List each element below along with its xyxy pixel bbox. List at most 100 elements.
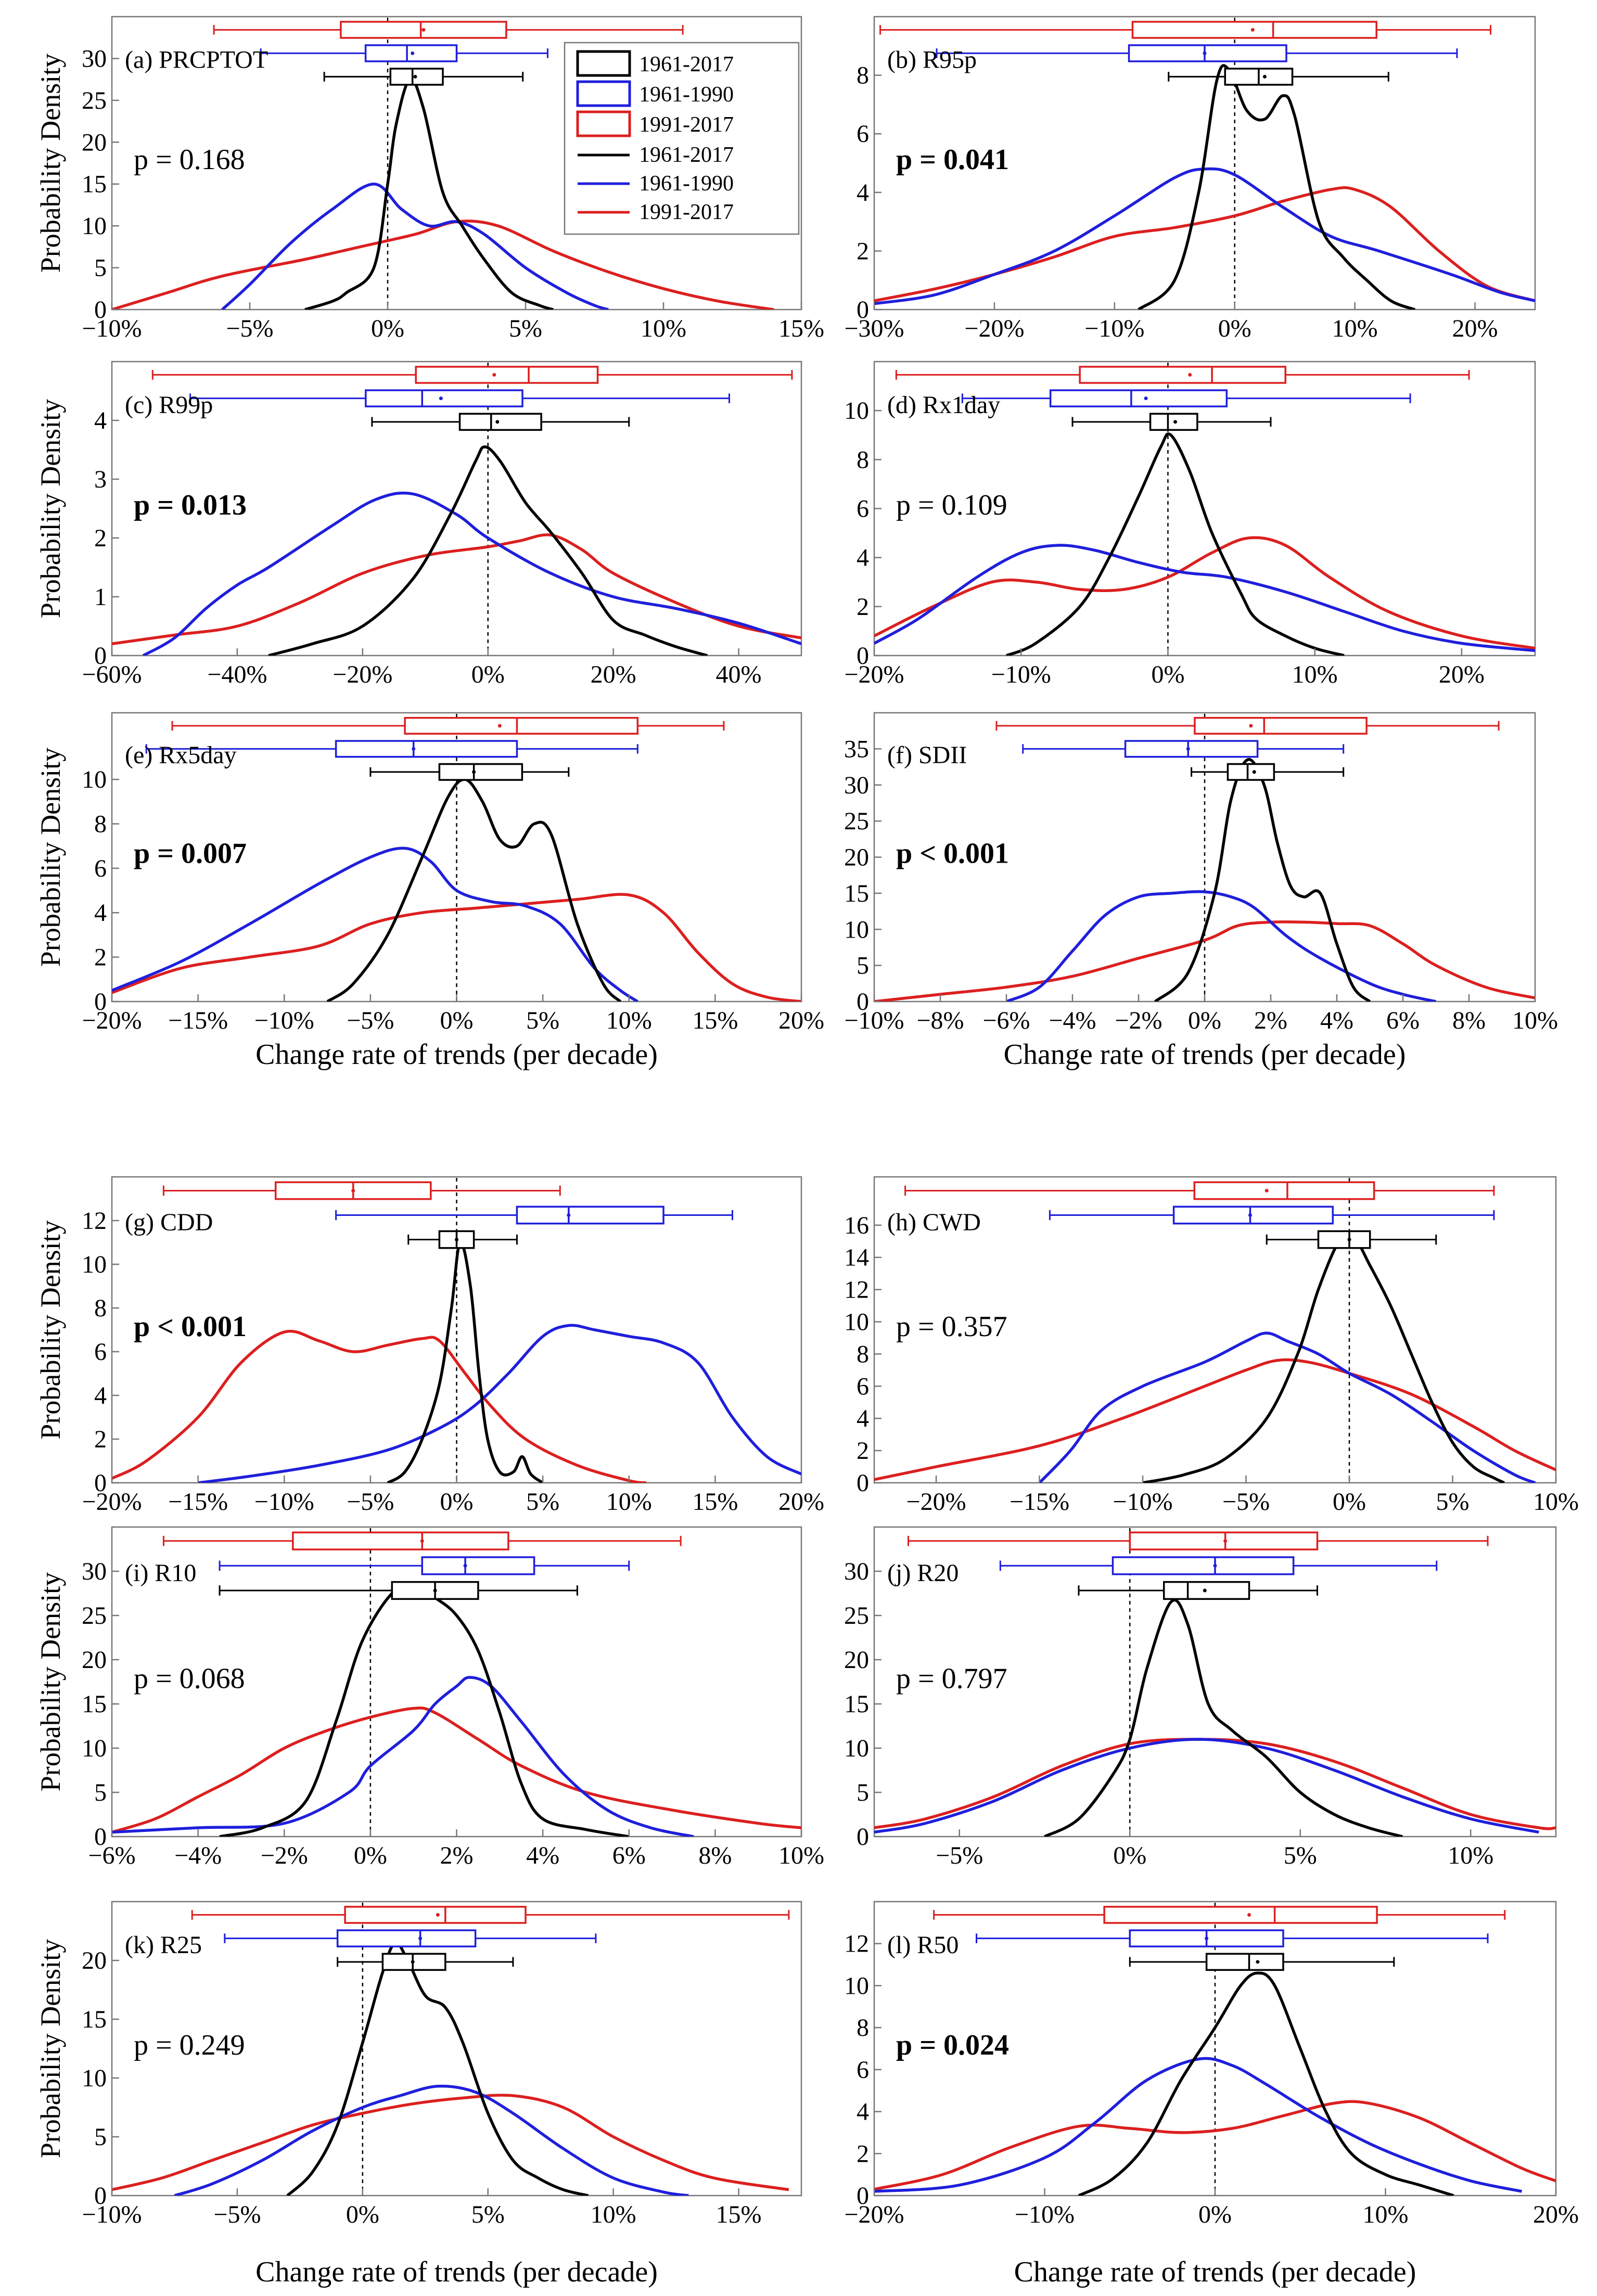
panel-k: −10% −5% 0% 5% 10% 15% 0 5 10 15 20 (k) R25 p = 0.24… [35, 1901, 802, 2288]
boxplot-box [404, 716, 639, 735]
boxplot-1961-2017 [1168, 68, 1389, 86]
x-tick-label: 5% [471, 2201, 505, 2228]
density-curve-1991-2017 [874, 920, 1535, 1002]
density-curve-1961-1990 [221, 182, 609, 310]
boxplot-mean [1223, 1539, 1228, 1543]
y-tick-label: 2 [94, 944, 107, 971]
boxplot-mean [1205, 1936, 1209, 1941]
y-tick-label: 10 [82, 212, 107, 240]
p-value: p = 0.068 [134, 1662, 245, 1695]
y-tick-label: 1 [94, 583, 107, 611]
panel-f: −10% −8% −6% −4% −2% 0% 2% 4% 6% 8% 10% 0 5 10 15 20 25 3… [844, 712, 1558, 1071]
density-curves [874, 1971, 1556, 2196]
y-tick-label: 8 [94, 810, 107, 838]
density-curves [112, 1240, 801, 1483]
x-tick-label: 10% [641, 315, 686, 342]
density-curve-1961-2017 [268, 445, 708, 656]
y-tick-label: 12 [844, 1930, 869, 1958]
legend-box-swatch [576, 50, 631, 77]
y-tick-label: 10 [844, 1309, 869, 1336]
p-value: p = 0.007 [134, 838, 247, 870]
y-tick-label: 35 [844, 735, 869, 763]
y-axis-label: Probability Density [35, 1572, 66, 1791]
p-value: p = 0.249 [134, 2029, 245, 2061]
y-axis-label: Probability Density [35, 399, 66, 618]
boxplot-1991-2017 [904, 1181, 1495, 1200]
boxplot-mean [1188, 373, 1192, 377]
p-value: p = 0.109 [896, 489, 1007, 521]
x-tick-label: 0% [1113, 1842, 1146, 1869]
density-curve-1991-2017 [112, 893, 801, 1002]
density-curve-1991-2017 [874, 2100, 1556, 2191]
x-axis-label: Change rate of trends (per decade) [255, 2256, 658, 2288]
x-tick-label: −5% [347, 1488, 394, 1516]
density-curves [112, 1941, 789, 2196]
x-tick-label: 20% [1452, 315, 1498, 342]
y-tick-label: 2 [94, 1426, 107, 1453]
density-curve-1961-1990 [112, 846, 638, 1002]
panel-d: −20% −10% 0% 10% 20% 0 2 4 6 8 10 (d) Rx1day p = 0.1… [844, 361, 1536, 688]
x-tick-label: 40% [716, 661, 762, 688]
boxplot-1991-2017 [162, 1181, 561, 1200]
boxplot-box [1193, 1181, 1375, 1200]
plot-frame [873, 1176, 1557, 1484]
density-curve-1991-2017 [112, 1707, 801, 1834]
y-tick-label: 10 [844, 1735, 869, 1762]
boxplot-1991-2017 [191, 1906, 790, 1924]
y-tick-label: 6 [857, 1373, 869, 1400]
density-curve-1961-1990 [112, 1676, 694, 1837]
x-tick-label: 0% [354, 1842, 387, 1869]
y-tick-label: 12 [82, 1207, 107, 1235]
y-tick-label: 20 [82, 1947, 107, 1974]
density-curve-1961-2017 [387, 1240, 544, 1483]
panel-title: (h) CWD [887, 1209, 981, 1236]
y-tick-label: 30 [82, 45, 107, 72]
y-tick-label: 6 [857, 120, 869, 148]
boxplot-mean [413, 74, 417, 79]
x-tick-label: 10% [1332, 315, 1378, 342]
x-tick-label: −2% [1115, 1007, 1162, 1034]
y-tick-label: 6 [94, 855, 107, 882]
panel-title: (j) R20 [887, 1559, 959, 1587]
panel-h: −20% −15% −10% −5% 0% 5% 10% 0 2 4 6 8 10 12 14 16 (h) C… [844, 1176, 1579, 1516]
y-tick-label: 8 [857, 62, 869, 89]
boxplot-1991-2017 [908, 1531, 1489, 1550]
x-tick-label: −10% [844, 1007, 904, 1034]
y-tick-label: 0 [94, 988, 107, 1016]
y-tick-label: 8 [94, 1294, 107, 1322]
x-tick-label: −5% [226, 315, 273, 342]
boxplot-1961-2017 [337, 1953, 514, 1971]
x-tick-label: −20% [844, 2201, 904, 2228]
y-tick-label: 15 [82, 1690, 107, 1718]
p-value: p < 0.001 [134, 1311, 247, 1343]
x-tick-label: 10% [778, 1842, 824, 1869]
density-curve-1961-2017 [1138, 64, 1416, 310]
boxplot-box [438, 763, 523, 781]
boxplot-mean [1252, 770, 1256, 774]
x-tick-label: 8% [698, 1842, 732, 1869]
x-tick-label: 10% [1292, 661, 1338, 688]
boxplot-mean [1347, 1238, 1351, 1242]
density-curve-1961-2017 [1154, 758, 1371, 1002]
boxplot-1991-2017 [895, 366, 1470, 384]
density-curve-1961-2017 [1044, 1598, 1403, 1837]
panel-j: −5% 0% 5% 10% 0 5 10 15 20 25 30 (j) R20 p = 0.797 [844, 1526, 1557, 1869]
density-curve-1961-2017 [286, 1941, 589, 2196]
x-tick-label: 0% [1333, 1488, 1366, 1516]
density-curve-1991-2017 [112, 533, 801, 646]
x-axis-label: Change rate of trends (per decade) [1004, 1038, 1406, 1071]
x-tick-label: 6% [1386, 1007, 1420, 1034]
x-tick-label: 10% [1448, 1842, 1493, 1869]
boxplot-box [1194, 716, 1368, 735]
panel-title: (b) R95p [887, 46, 977, 74]
x-tick-label: −10% [254, 1007, 314, 1034]
y-tick-label: 0 [857, 2182, 869, 2210]
x-tick-label: 4% [526, 1842, 559, 1869]
y-tick-label: 6 [857, 495, 869, 523]
x-tick-label: 5% [526, 1488, 559, 1516]
x-tick-label: −40% [207, 661, 267, 688]
x-tick-label: 15% [692, 1488, 738, 1516]
y-tick-label: 15 [82, 2006, 107, 2033]
p-value: p < 0.001 [896, 838, 1009, 870]
y-tick-label: 5 [857, 952, 869, 980]
